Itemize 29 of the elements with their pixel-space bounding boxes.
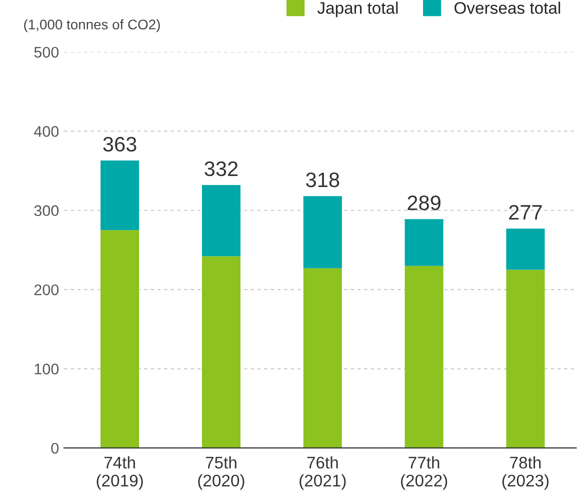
legend-label: Overseas total: [454, 2, 560, 14]
y-tick-label: 400: [34, 126, 59, 137]
bar: [303, 196, 342, 268]
total-label: 332: [204, 161, 238, 176]
y-axis-title: (1,000 tonnes of CO2): [24, 19, 160, 32]
x-tick-label: 78th (2023): [502, 456, 549, 490]
bar: [202, 256, 240, 448]
bar: [100, 230, 140, 448]
bar: [506, 270, 545, 448]
total-label: 363: [103, 136, 136, 152]
bar: [404, 219, 444, 266]
x-tick-label: 75th (2020): [198, 456, 244, 490]
bar: [404, 266, 444, 448]
total-label: 318: [306, 172, 340, 188]
total-label: 277: [509, 204, 542, 220]
legend-label: Japan total: [317, 2, 398, 18]
x-tick-label: 76th (2021): [300, 456, 346, 490]
y-tick-label: 300: [34, 205, 59, 216]
y-tick-label: 100: [34, 364, 59, 374]
y-tick-label: 0: [51, 442, 59, 454]
bar: [202, 185, 240, 256]
bar: [506, 228, 545, 270]
y-tick-label: 500: [34, 46, 59, 58]
bar: [100, 160, 140, 230]
x-tick-label: 77th (2022): [401, 456, 448, 490]
y-tick-label: 200: [34, 284, 59, 296]
total-label: 289: [408, 195, 440, 210]
x-tick-label: 74th (2019): [96, 456, 143, 490]
bar: [303, 268, 342, 448]
